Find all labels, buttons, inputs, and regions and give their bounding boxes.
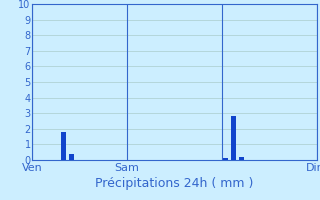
- X-axis label: Précipitations 24h ( mm ): Précipitations 24h ( mm ): [95, 177, 253, 190]
- Bar: [223, 158, 228, 160]
- Bar: [231, 116, 236, 160]
- Bar: [61, 132, 66, 160]
- Bar: [239, 157, 244, 160]
- Bar: [69, 154, 74, 160]
